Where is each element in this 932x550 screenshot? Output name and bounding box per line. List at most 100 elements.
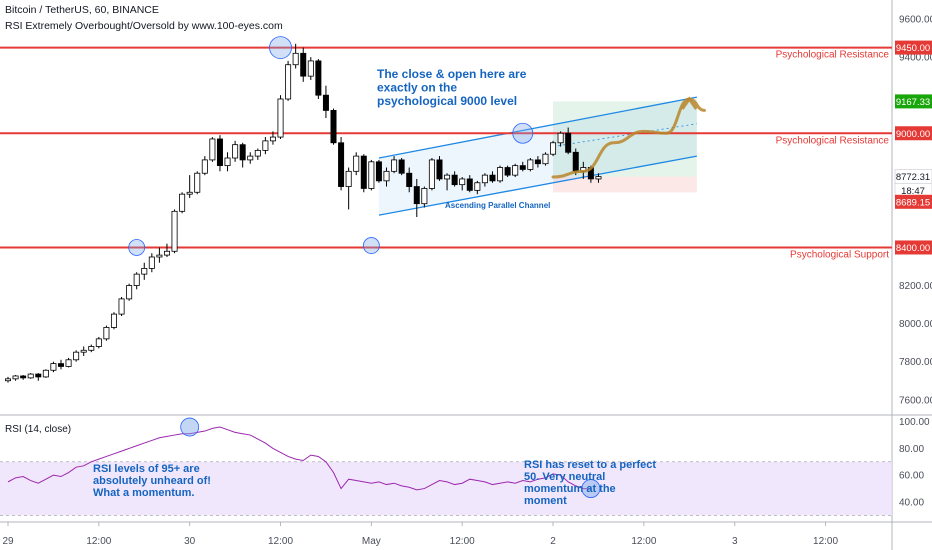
candle-body (353, 155, 360, 172)
candle-body (224, 157, 231, 167)
price-tag-label: 8772.31 (896, 172, 930, 183)
candle-body (406, 172, 413, 187)
candle (65, 357, 72, 368)
level-label: Psychological Support (790, 249, 889, 260)
time-tick-label: 3 (732, 536, 738, 547)
candle (224, 152, 231, 172)
candle-body (565, 132, 572, 153)
rsi-title: RSI (14, close) (5, 424, 71, 435)
candle (163, 243, 170, 257)
candle (565, 127, 572, 155)
annotation-close-open: psychological 9000 level (377, 94, 517, 108)
price-tag-stop (895, 194, 932, 209)
candle-body (209, 138, 216, 161)
candle (451, 171, 458, 187)
annotation-rsi-reset: momentum at the (524, 483, 616, 495)
candle (345, 167, 352, 210)
candle (262, 137, 269, 155)
candle (398, 158, 405, 176)
candle (307, 57, 314, 80)
candle-body (383, 170, 390, 182)
price-tag-label: 9000.00 (896, 129, 930, 140)
candle (133, 272, 140, 290)
candle-body (519, 165, 526, 170)
candle-body (504, 167, 511, 176)
rsi-tick-label: 60.00 (899, 471, 924, 482)
candle (474, 180, 481, 195)
candle (512, 163, 519, 178)
candle (466, 175, 473, 193)
candle-body (345, 170, 352, 187)
price-tick-label: 9600.00 (899, 15, 932, 26)
time-tick-label: 12:00 (268, 536, 293, 547)
candle (534, 156, 541, 168)
candle-body (80, 349, 87, 353)
candle-body (163, 250, 170, 256)
candle-body (451, 174, 458, 186)
candle (239, 142, 246, 168)
candle-body (398, 159, 405, 174)
candle (35, 373, 42, 381)
candle (550, 140, 557, 157)
symbol-title: Bitcoin / TetherUS, 60, BINANCE (5, 4, 159, 16)
candle-body (20, 375, 27, 379)
candle (254, 148, 261, 160)
time-tick-label: 12:00 (813, 536, 838, 547)
price-tag-target (895, 94, 932, 109)
time-tick-label: 30 (184, 536, 196, 547)
channel-upper-line (378, 96, 697, 159)
annotation-rsi-reset: 50. Very neutral (524, 471, 605, 483)
candle-body (436, 159, 443, 180)
candle (80, 346, 87, 356)
candle-body (42, 369, 49, 378)
candle-body (421, 188, 428, 205)
highlight-circle (512, 122, 534, 144)
channel-lower-line (378, 155, 697, 216)
time-tick-label: 12:00 (86, 536, 111, 547)
candle (481, 173, 488, 187)
price-tag-label: 8400.00 (896, 243, 930, 254)
candle-body (322, 94, 329, 111)
candle-body (148, 256, 155, 269)
candle-body (557, 132, 564, 144)
candle-body (375, 161, 382, 182)
candle-body (391, 159, 398, 172)
candle (360, 154, 367, 193)
price-tag-label: 18:47 (901, 186, 925, 197)
candle (504, 165, 511, 178)
candle-body (315, 60, 322, 96)
candle (519, 161, 526, 172)
candle-body (179, 193, 186, 212)
annotation-rsi-high: absolutely unheard of! (93, 475, 211, 487)
candle (292, 43, 299, 69)
candle (27, 373, 34, 379)
candle (413, 178, 420, 218)
candle-body (459, 178, 466, 186)
candle (459, 177, 466, 191)
candle (322, 85, 329, 119)
candle (489, 171, 496, 183)
price-tick-label: 8000.00 (899, 319, 932, 330)
candle-body (428, 159, 435, 189)
candle-body (413, 186, 420, 205)
candle (285, 60, 292, 101)
candle (194, 171, 201, 195)
candle (247, 152, 254, 164)
candle (391, 156, 398, 174)
candle-body (512, 165, 519, 176)
price-tag-level (895, 40, 932, 55)
candle (406, 167, 413, 193)
candle-body (292, 52, 299, 66)
rsi-tick-label: 40.00 (899, 497, 924, 508)
candle (277, 95, 284, 139)
candle (12, 375, 19, 381)
candle-body (300, 52, 307, 77)
candle (50, 361, 57, 373)
candle (375, 159, 382, 183)
candle-body (262, 140, 269, 151)
annotation-rsi-high: What a momentum. (93, 487, 194, 499)
candle (383, 167, 390, 187)
level-label: Psychological Resistance (776, 135, 890, 146)
candle-body (95, 338, 102, 347)
